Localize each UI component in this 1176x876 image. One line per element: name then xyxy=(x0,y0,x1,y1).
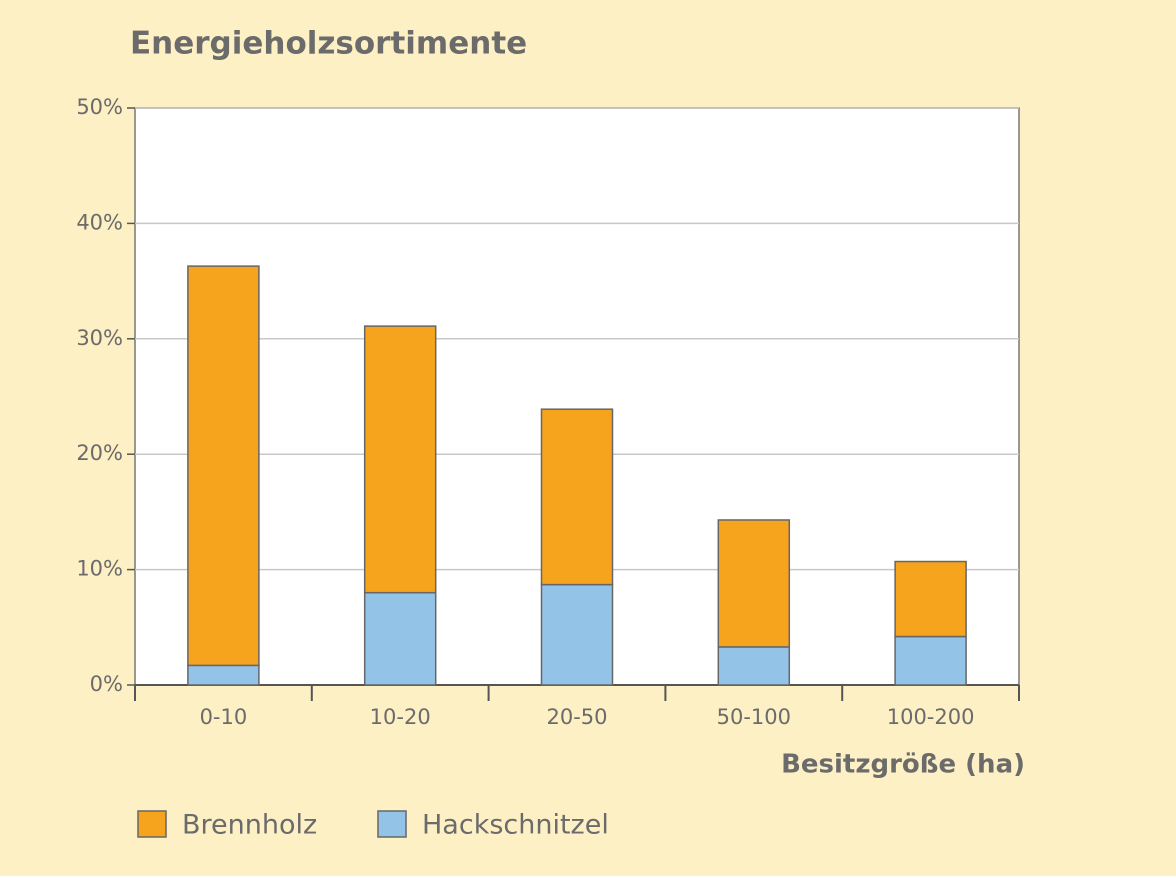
bar-segment xyxy=(363,591,437,686)
legend-swatch xyxy=(377,810,407,838)
legend-label: Hackschnitzel xyxy=(422,810,609,841)
y-tick-label: 20% xyxy=(76,441,123,465)
bar-segment xyxy=(187,265,260,667)
y-tick-label: 10% xyxy=(76,557,123,581)
x-tick-label: 0-10 xyxy=(200,705,248,729)
x-tick-label: 50-100 xyxy=(717,705,791,729)
x-axis-label: Besitzgröße (ha) xyxy=(781,750,1025,780)
bar-segment xyxy=(894,635,967,686)
x-tick-label: 20-50 xyxy=(546,705,607,729)
bar-segment xyxy=(717,646,791,686)
y-tick-label: 30% xyxy=(76,326,123,350)
legend-label: Brennholz xyxy=(182,810,317,841)
x-tick-label: 100-200 xyxy=(887,705,975,729)
bar-segment xyxy=(540,583,614,686)
bar-segment xyxy=(363,325,437,594)
y-tick-label: 40% xyxy=(76,210,123,234)
chart-title: Energieholzsortimente xyxy=(130,26,527,62)
legend-swatch xyxy=(137,810,167,838)
y-tick-label: 50% xyxy=(76,95,123,119)
x-tick-label: 10-20 xyxy=(370,705,431,729)
bar-segment xyxy=(717,519,791,648)
y-tick-label: 0% xyxy=(90,672,123,696)
bar-segment xyxy=(540,408,614,586)
bar-segment xyxy=(894,560,967,638)
bar-segment xyxy=(187,664,260,686)
